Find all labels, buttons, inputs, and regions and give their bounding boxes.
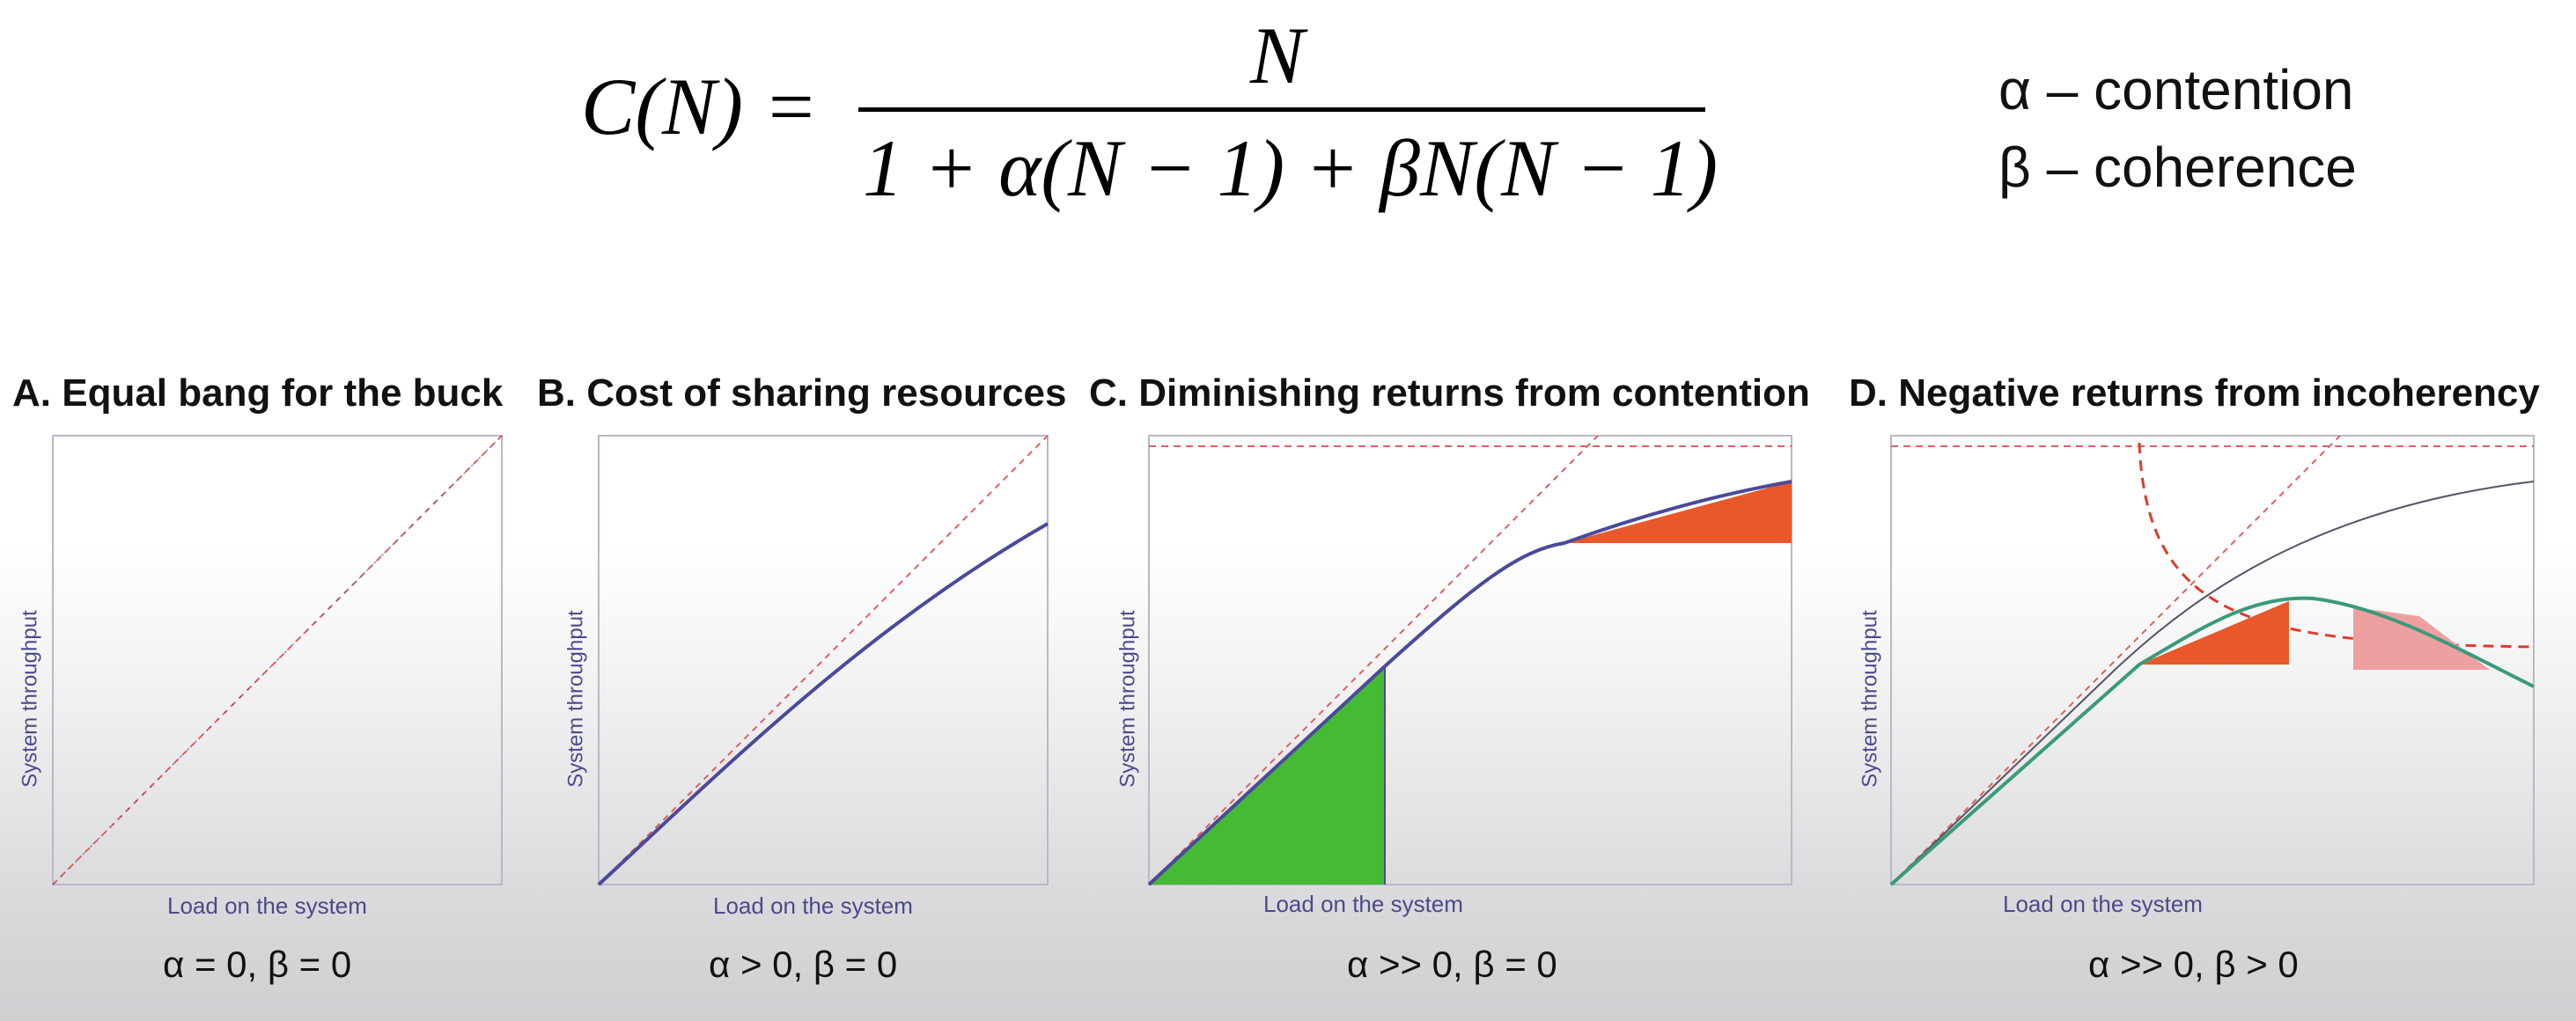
panel-b-throughput-curve — [597, 522, 1049, 886]
panel-d-throughput-curve — [1889, 596, 2535, 886]
panel-c-title: C. Diminishing returns from contention — [1089, 371, 1810, 415]
panel-a-condition: α = 0, β = 0 — [163, 944, 352, 985]
panel-d-coherence-curve — [2138, 442, 2535, 649]
formula-denominator: 1 + α(N − 1) + βN(N − 1) — [863, 123, 1719, 213]
parameter-legend: α – contention β – coherence — [1998, 51, 2357, 206]
panel-c-xlabel: Load on the system — [1263, 891, 1463, 917]
panel-d-condition: α >> 0, β > 0 — [2088, 944, 2299, 985]
panel-d-contention-region — [2139, 601, 2289, 665]
legend-beta: β – coherence — [1998, 136, 2357, 199]
panel-c-throughput-curve — [1147, 480, 1792, 886]
panel-c-plot — [1147, 435, 1792, 886]
panel-b-ylabel: System throughput — [563, 610, 588, 788]
panel-b-condition: α > 0, β = 0 — [709, 944, 898, 985]
panel-c-frame — [1148, 435, 1792, 885]
panel-c-ideal-line — [1148, 435, 1599, 885]
panel-a-xlabel: Load on the system — [167, 892, 367, 919]
panel-d-ideal-line — [1890, 435, 2341, 885]
formula-lhs: C(N) = — [581, 62, 819, 151]
panel-d-coherence-region — [2353, 607, 2490, 670]
panel-c-condition: α >> 0, β = 0 — [1347, 944, 1557, 985]
panel-d-plot — [1889, 435, 2535, 886]
panel-d-contention-curve — [1890, 481, 2535, 885]
usl-formula: C(N) = N 1 + α(N − 1) + βN(N − 1) — [563, 9, 1726, 220]
panel-b-ideal-line — [598, 435, 1049, 885]
panel-b-xlabel: Load on the system — [713, 892, 913, 919]
panel-a-throughput-curve — [52, 435, 503, 885]
panel-a-frame — [52, 435, 503, 885]
panel-b-frame — [598, 435, 1049, 885]
panel-b-plot — [597, 435, 1049, 886]
panel-a-plot — [52, 435, 503, 885]
legend-alpha: α – contention — [1998, 58, 2354, 121]
panel-c-ylabel: System throughput — [1115, 610, 1140, 788]
formula-fraction-bar — [858, 107, 1705, 112]
panel-a-ylabel: System throughput — [18, 610, 42, 788]
panel-d-xlabel: Load on the system — [2003, 891, 2203, 917]
panel-b-title: B. Cost of sharing resources — [537, 371, 1067, 415]
panel-c-contention-region — [1564, 481, 1792, 543]
panel-d-ylabel: System throughput — [1858, 610, 1882, 788]
formula-numerator: N — [1250, 11, 1305, 100]
panel-d-frame — [1890, 435, 2535, 885]
panel-d-title: D. Negative returns from incoherency — [1849, 371, 2540, 415]
panel-a-title: A. Equal bang for the buck — [12, 371, 504, 415]
